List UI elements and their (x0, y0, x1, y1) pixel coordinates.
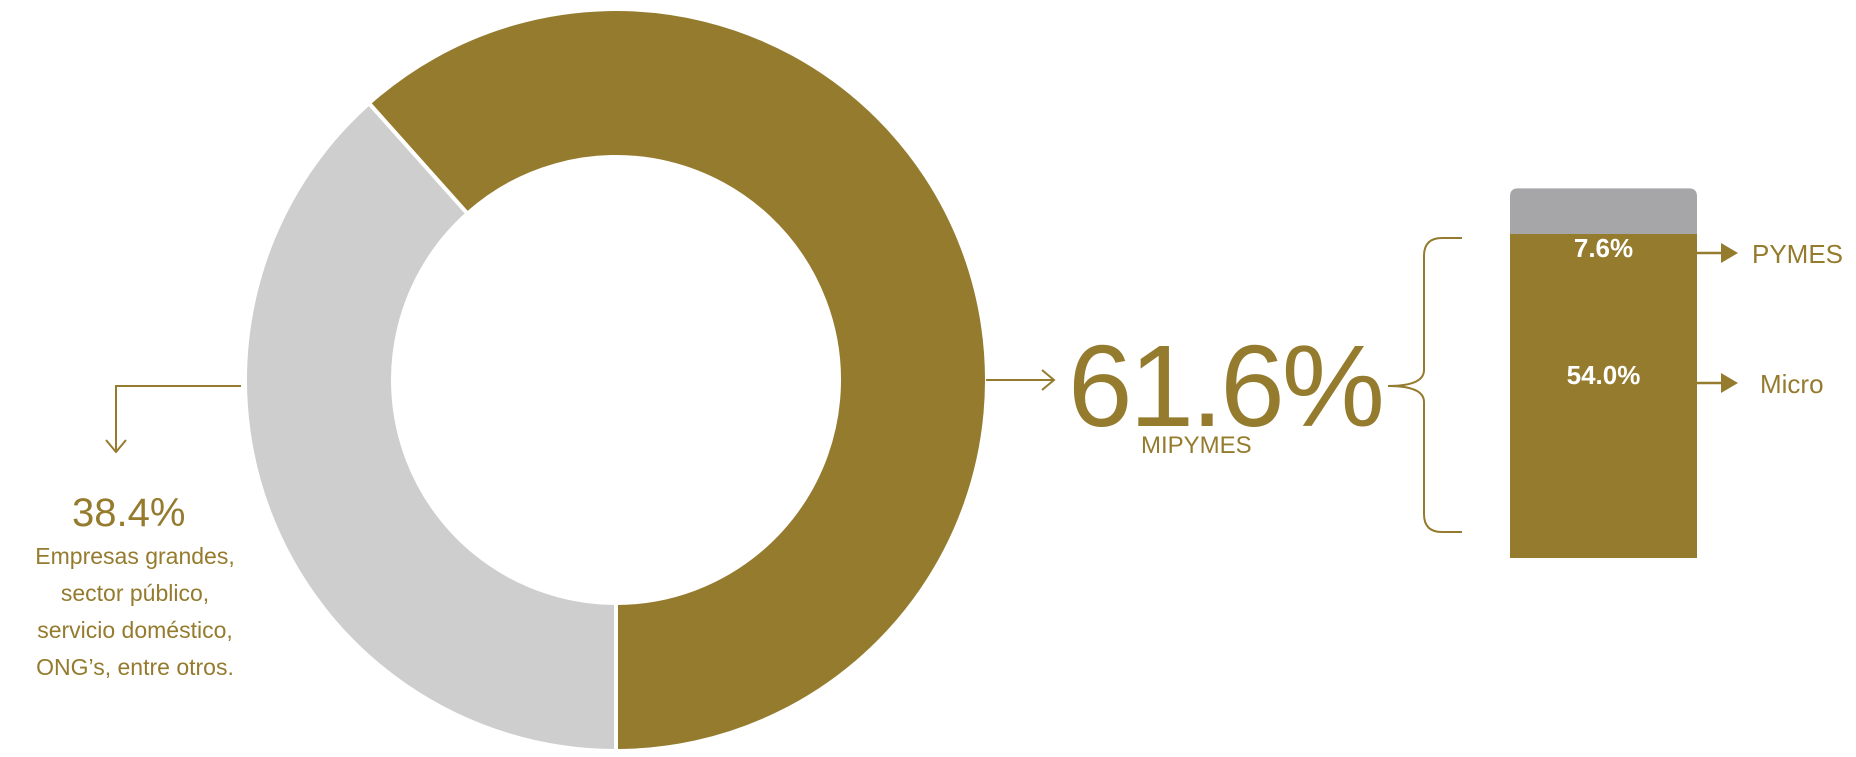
other-connector-arrowhead (105, 439, 127, 454)
others-description-line: ONG’s, entre otros. (36, 654, 234, 680)
micro-bar-value: 54.0% (1566, 360, 1641, 390)
others-description-line: sector público, (60, 580, 210, 606)
other-connector-line (115, 385, 241, 452)
brace (1387, 237, 1462, 533)
mipymes-label: MIPYMES (1141, 432, 1252, 459)
pymes-arrowhead (1721, 243, 1738, 263)
pymes-label: PYMES (1752, 239, 1844, 269)
others-percentage: 38.4% (72, 491, 186, 535)
donut-slice-mipymes (366, 7, 989, 754)
mipymes-percentage: 61.6% (1068, 321, 1385, 451)
bar-segment-micro (1510, 234, 1697, 558)
others-description-line: servicio doméstico, (37, 617, 233, 643)
micro-arrowhead (1721, 373, 1738, 393)
stacked-bar-chart (1510, 188, 1697, 558)
micro-label: Micro (1760, 369, 1824, 399)
donut-chart (243, 7, 989, 754)
pymes-bar-value: 7.6% (1573, 233, 1634, 263)
mipymes-connector-arrowhead (1041, 369, 1056, 391)
donut-slice-others (243, 100, 618, 754)
others-description-line: Empresas grandes, (35, 543, 235, 569)
bar-segment-pymes (1510, 188, 1697, 234)
others-description: Empresas grandes, sector público, servic… (8, 538, 262, 686)
